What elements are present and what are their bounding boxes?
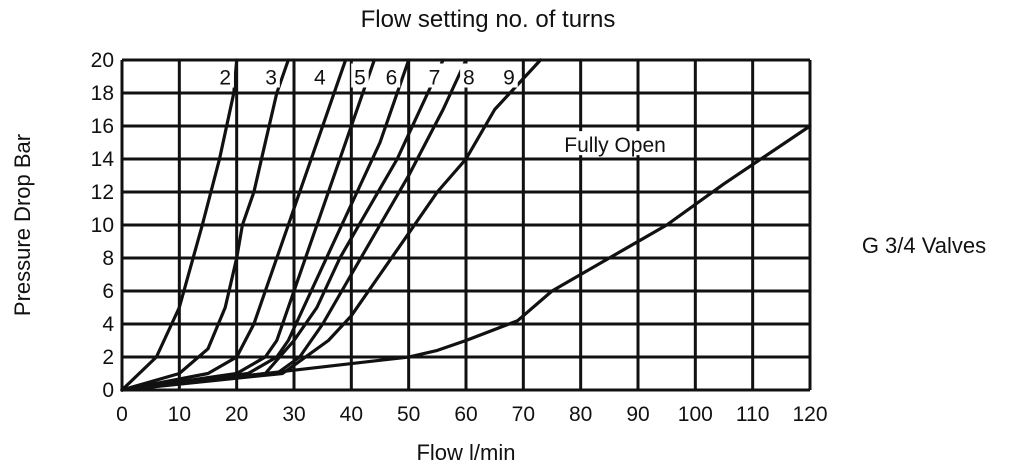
- series-line-3: [120, 58, 290, 392]
- curve-label-8: 8: [463, 67, 475, 90]
- grid: [120, 58, 812, 392]
- y-tick-labels: 0 2 4 6 8 10 12 14 16 18 20: [91, 49, 115, 402]
- series-line-6: [120, 58, 411, 392]
- y-tick-label: 14: [91, 148, 115, 171]
- x-tick-label: 60: [454, 403, 477, 426]
- x-tick-label: 120: [792, 403, 827, 426]
- curve-label-background: [216, 63, 234, 88]
- curve-label-background: [554, 131, 676, 156]
- series-line-7: [120, 58, 445, 392]
- y-tick-label: 10: [91, 214, 114, 237]
- series-line-2: [120, 58, 239, 392]
- y-tick-label: 16: [91, 115, 114, 138]
- series-line-5: [120, 58, 376, 392]
- series-line-fully-open: [120, 124, 812, 392]
- x-tick-label: 90: [626, 403, 649, 426]
- y-tick-label: 4: [102, 313, 114, 336]
- x-tick-label: 10: [168, 403, 191, 426]
- y-tick-label: 8: [102, 247, 114, 270]
- series-line-4: [120, 58, 348, 392]
- x-tick-label: 20: [225, 403, 248, 426]
- x-tick-label: 0: [116, 403, 128, 426]
- y-axis-label: Pressure Drop Bar: [10, 134, 35, 316]
- curve-label-2: 2: [219, 67, 231, 90]
- curve-label-background: [460, 63, 478, 88]
- curve-label-background: [500, 63, 518, 88]
- valve-size-note: G 3/4 Valves: [862, 233, 986, 258]
- series-line-8: [120, 58, 468, 392]
- series-lines: [120, 58, 812, 392]
- curve-label-7: 7: [429, 67, 441, 90]
- y-tick-label: 18: [91, 82, 114, 105]
- x-axis-label: Flow l/min: [416, 440, 515, 465]
- x-tick-labels: 0 10 20 30 40 50 60 70 80 90 100 110 120: [116, 403, 827, 426]
- y-tick-label: 12: [91, 181, 114, 204]
- curve-label-fully-open: Fully Open: [564, 134, 666, 157]
- x-tick-label: 110: [736, 403, 769, 426]
- curve-label-9: 9: [503, 67, 515, 90]
- curve-label-5: 5: [354, 67, 366, 90]
- y-tick-label: 6: [102, 280, 114, 303]
- curve-label-background: [382, 63, 401, 88]
- chart-title: Flow setting no. of turns: [361, 6, 616, 33]
- x-tick-label: 80: [569, 403, 592, 426]
- curve-label-3: 3: [265, 67, 277, 90]
- y-tick-label: 2: [102, 346, 114, 369]
- curve-label-6: 6: [386, 67, 398, 90]
- x-tick-label: 50: [397, 403, 420, 426]
- x-tick-label: 40: [340, 403, 363, 426]
- curve-label-background: [262, 63, 280, 88]
- x-tick-label: 100: [678, 403, 713, 426]
- curve-label-background: [425, 63, 444, 88]
- curve-label-background: [311, 63, 329, 88]
- y-tick-label: 0: [102, 379, 114, 402]
- curve-label-4: 4: [314, 67, 326, 90]
- x-tick-label: 30: [282, 403, 305, 426]
- x-tick-label: 70: [512, 403, 535, 426]
- y-tick-label: 20: [91, 49, 114, 72]
- curve-label-background: [351, 63, 369, 88]
- series-line-9: [120, 58, 543, 392]
